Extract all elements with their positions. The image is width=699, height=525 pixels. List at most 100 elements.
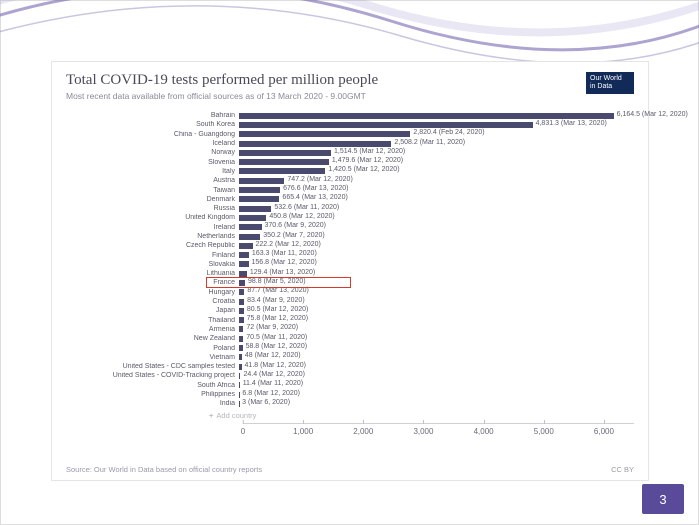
bar-row: Hungary 87.7 (Mar 13, 2020): [66, 288, 634, 297]
bar-value: 163.3 (Mar 11, 2020): [249, 250, 317, 257]
bar-label: Bahrain: [66, 112, 239, 119]
owid-badge: Our World in Data: [586, 72, 634, 94]
bar-label: Russia: [66, 205, 239, 212]
bar-value: 87.7 (Mar 13, 2020): [244, 287, 308, 294]
bar-row: Thailand75.8 (Mar 12, 2020): [66, 316, 634, 325]
bar-label: Norway: [66, 149, 239, 156]
bar-value: 98.8 (Mar 5, 2020): [245, 278, 306, 285]
bar-value: 1,420.5 (Mar 12, 2020): [325, 166, 399, 173]
bar-row: Bahrain6,164.5 (Mar 12, 2020): [66, 111, 634, 120]
bar-value: 350.2 (Mar 7, 2020): [260, 232, 324, 239]
bar-row: Japan80.5 (Mar 12, 2020): [66, 306, 634, 315]
bar-value: 747.2 (Mar 12, 2020): [284, 176, 352, 183]
bar-fill: [239, 252, 249, 258]
bar-row: Netherlands350.2 (Mar 7, 2020): [66, 232, 634, 241]
bar-track: 1,514.5 (Mar 12, 2020): [239, 149, 634, 157]
bar-label: France: [66, 279, 239, 286]
chart-subtitle: Most recent data available from official…: [66, 91, 634, 101]
bar-track: 80.5 (Mar 12, 2020): [239, 307, 634, 315]
x-tick: 1,000: [293, 424, 313, 436]
bar-value: 3 (Mar 6, 2020): [239, 399, 290, 406]
bar-value: 4,831.3 (Mar 13, 2020): [533, 120, 607, 127]
bar-label: China - Guangdong: [66, 131, 239, 138]
bar-value: 676.6 (Mar 13, 2020): [280, 185, 348, 192]
bar-row: Austria747.2 (Mar 12, 2020): [66, 176, 634, 185]
bar-fill: [239, 187, 280, 193]
bar-track: 450.8 (Mar 12, 2020): [239, 214, 634, 222]
bar-track: 87.7 (Mar 13, 2020): [239, 288, 634, 296]
chart-footer: Source: Our World in Data based on offic…: [66, 465, 634, 474]
bar-track: 58.8 (Mar 12, 2020): [239, 344, 634, 352]
bar-value: 83.4 (Mar 9, 2020): [244, 297, 305, 304]
bar-track: 156.8 (Mar 12, 2020): [239, 260, 634, 268]
bar-value: 80.5 (Mar 12, 2020): [244, 306, 308, 313]
x-tick: 2,000: [353, 424, 373, 436]
bar-row: Russia532.6 (Mar 11, 2020): [66, 204, 634, 213]
badge-line2: in Data: [590, 83, 612, 90]
bar-fill: [239, 131, 410, 137]
bar-track: 2,820.4 (Feb 24, 2020): [239, 130, 634, 138]
badge-line1: Our World: [590, 75, 622, 82]
bar-row: Poland58.8 (Mar 12, 2020): [66, 343, 634, 352]
bar-fill: [239, 243, 253, 249]
bar-row: Ireland370.6 (Mar 9, 2020): [66, 223, 634, 232]
bar-label: United States - CDC samples tested: [66, 363, 239, 370]
bar-label: South Korea: [66, 121, 239, 128]
bar-track: 83.4 (Mar 9, 2020): [239, 298, 634, 306]
bar-row: Czech Republic222.2 (Mar 12, 2020): [66, 241, 634, 250]
plot-area: Bahrain6,164.5 (Mar 12, 2020)South Korea…: [66, 111, 634, 451]
bar-value: 11.4 (Mar 11, 2020): [240, 380, 303, 387]
bar-value: 2,508.2 (Mar 11, 2020): [391, 139, 465, 146]
bar-track: 11.4 (Mar 11, 2020): [239, 381, 634, 389]
bar-track: 1,420.5 (Mar 12, 2020): [239, 167, 634, 175]
bar-fill: [239, 159, 329, 165]
x-tick: 3,000: [413, 424, 433, 436]
bar-label: Vietnam: [66, 354, 239, 361]
bar-track: 370.6 (Mar 9, 2020): [239, 223, 634, 231]
bar-label: United Kingdom: [66, 214, 239, 221]
bar-row: South Africa11.4 (Mar 11, 2020): [66, 381, 634, 390]
bar-value: 75.8 (Mar 12, 2020): [244, 315, 308, 322]
bar-label: Philippines: [66, 391, 239, 398]
add-country-button[interactable]: +Add country: [209, 411, 279, 420]
bar-label: Hungary: [66, 289, 239, 296]
x-axis: 01,0002,0003,0004,0005,0006,000: [243, 423, 634, 439]
bar-track: 350.2 (Mar 7, 2020): [239, 233, 634, 241]
bar-value: 6.8 (Mar 12, 2020): [239, 390, 300, 397]
bar-track: 41.8 (Mar 12, 2020): [239, 363, 634, 371]
x-tick: 0: [241, 424, 245, 436]
bar-value: 6,164.5 (Mar 12, 2020): [614, 111, 688, 118]
plus-icon: +: [209, 411, 213, 420]
bar-value: 370.6 (Mar 9, 2020): [262, 222, 326, 229]
bar-fill: [239, 196, 279, 202]
bar-label: Armenia: [66, 326, 239, 333]
bar-value: 2,820.4 (Feb 24, 2020): [410, 129, 484, 136]
bar-row: Norway1,514.5 (Mar 12, 2020): [66, 148, 634, 157]
chart-header: Total COVID-19 tests performed per milli…: [66, 72, 634, 101]
page-number: 3: [642, 484, 684, 514]
bar-fill: [239, 122, 533, 128]
x-tick: 4,000: [474, 424, 494, 436]
bar-value: 41.8 (Mar 12, 2020): [242, 362, 306, 369]
bar-row: China - Guangdong 2,820.4 (Feb 24, 2020): [66, 130, 634, 139]
bar-track: 6,164.5 (Mar 12, 2020): [239, 112, 634, 120]
bar-track: 129.4 (Mar 13, 2020): [239, 270, 634, 278]
bar-fill: [239, 224, 262, 230]
bar-label: Slovenia: [66, 159, 239, 166]
bar-label: Czech Republic: [66, 242, 239, 249]
bar-track: 532.6 (Mar 11, 2020): [239, 205, 634, 213]
bar-track: 1,479.6 (Mar 12, 2020): [239, 158, 634, 166]
bar-row: Croatia83.4 (Mar 9, 2020): [66, 297, 634, 306]
license-text: CC BY: [611, 465, 634, 474]
bar-label: New Zealand: [66, 335, 239, 342]
bar-row: India3 (Mar 6, 2020): [66, 399, 634, 408]
bar-label: Iceland: [66, 140, 239, 147]
bar-label: Slovakia: [66, 261, 239, 268]
bar-row: Taiwan676.6 (Mar 13, 2020): [66, 185, 634, 194]
bar-row: United States - COVID-Tracking project24…: [66, 371, 634, 380]
page-number-value: 3: [659, 492, 666, 507]
bar-label: Italy: [66, 168, 239, 175]
bar-fill: [239, 150, 331, 156]
bar-track: 70.5 (Mar 11, 2020): [239, 335, 634, 343]
bars-container: Bahrain6,164.5 (Mar 12, 2020)South Korea…: [66, 111, 634, 421]
